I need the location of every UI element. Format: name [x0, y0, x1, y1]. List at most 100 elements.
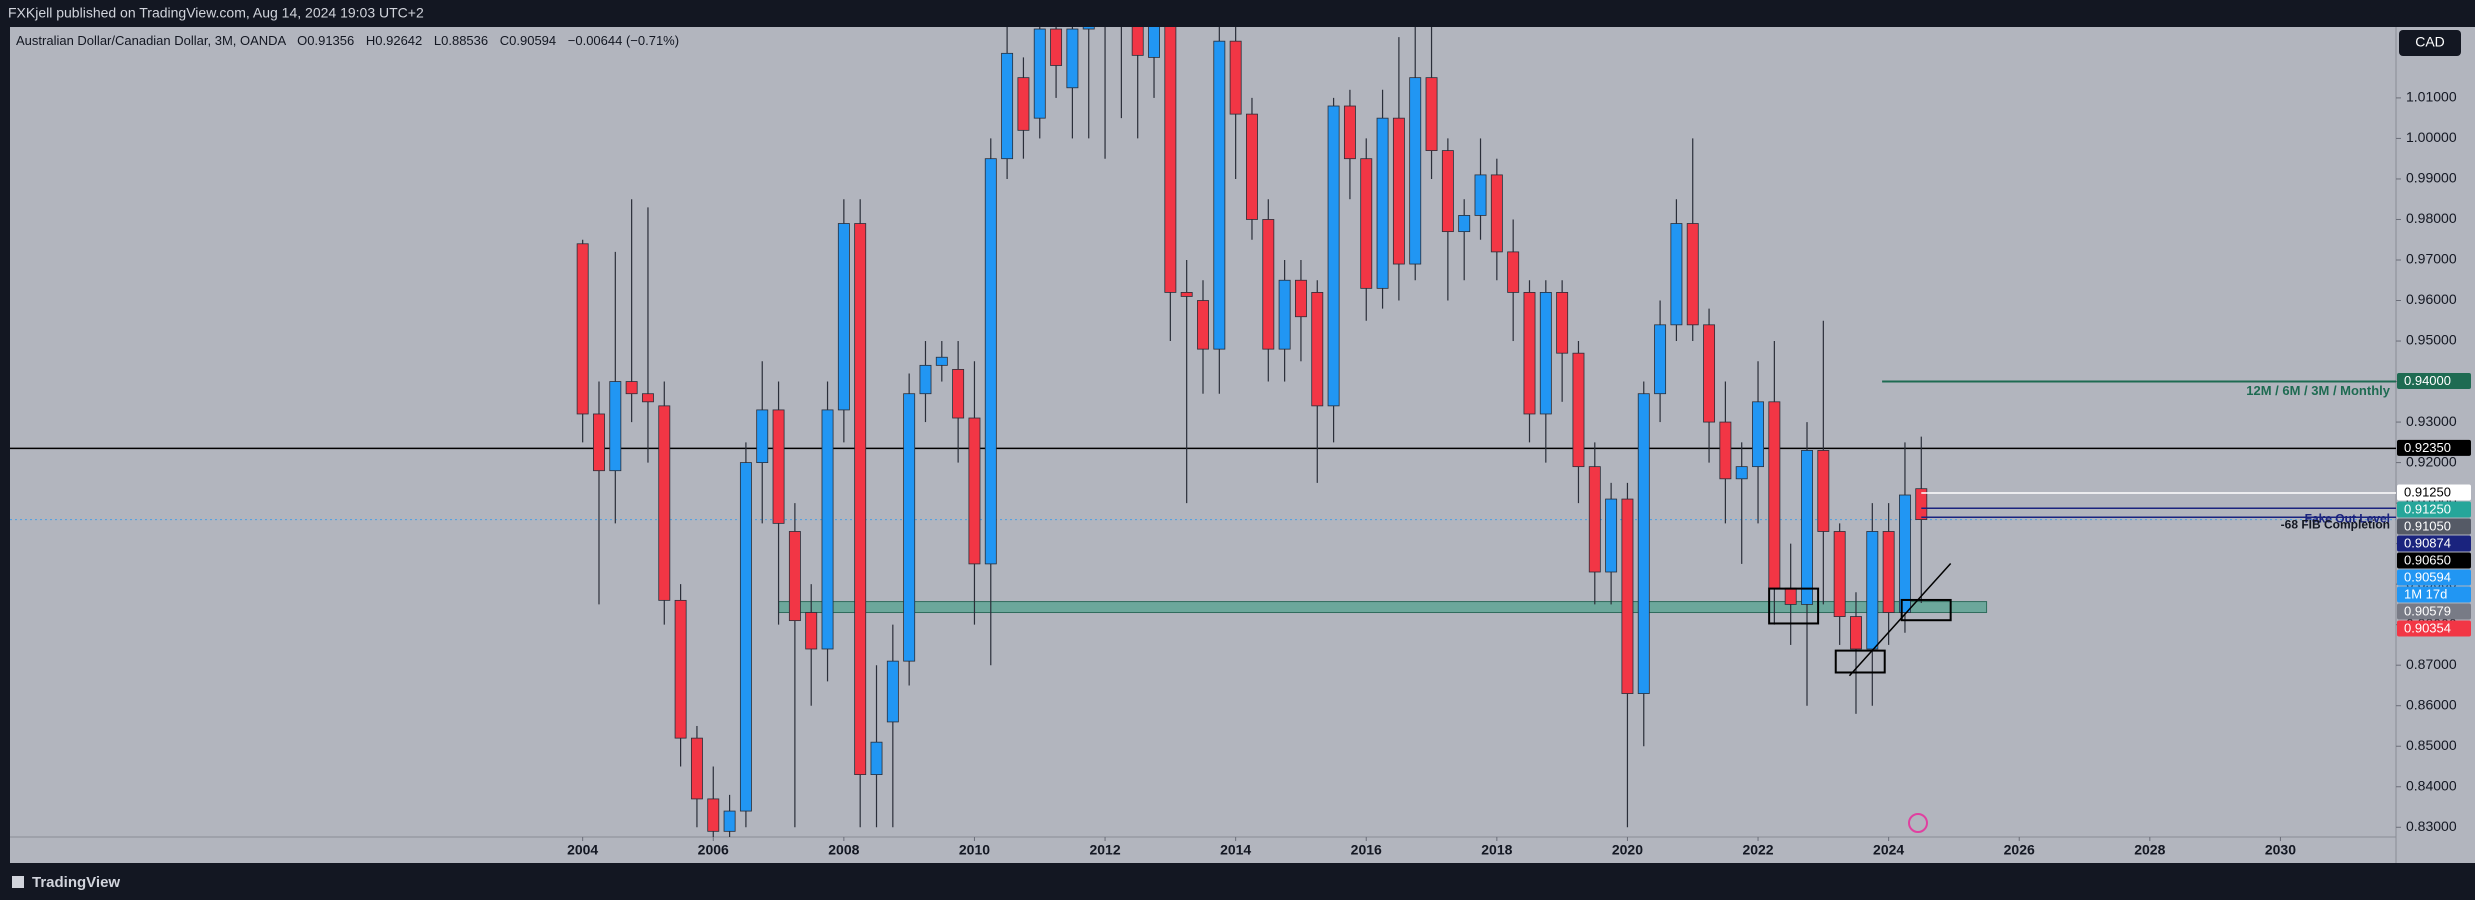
- price-label-bg: [2397, 373, 2471, 390]
- candle-body: [1670, 223, 1683, 326]
- candle-body: [1784, 587, 1797, 605]
- candle-body: [772, 409, 785, 524]
- price-label: 0.90874: [2404, 535, 2451, 550]
- box: [1834, 649, 1886, 674]
- candle-body: [1866, 531, 1879, 650]
- x-tick-label: 2030: [2265, 842, 2296, 858]
- legend-close: C0.90594: [500, 33, 556, 48]
- candle-body: [886, 660, 899, 723]
- legend-open: O0.91356: [297, 33, 354, 48]
- note: Fake Out Level: [2305, 511, 2390, 525]
- candle-body: [1262, 219, 1275, 350]
- price-label-bg: [2397, 518, 2471, 535]
- candle-body: [1899, 494, 1911, 613]
- candle-body: [1360, 158, 1373, 289]
- y-tick-label: 0.92000: [2406, 453, 2457, 469]
- y-tick-label: 1.00000: [2406, 129, 2457, 145]
- x-tick-label: 2004: [567, 842, 598, 858]
- y-tick-label: 0.84000: [2406, 777, 2457, 793]
- candle-body: [1017, 77, 1030, 131]
- candle-body: [1752, 401, 1764, 468]
- legend-change: −0.00644 (−0.71%): [568, 33, 679, 48]
- candle-body: [952, 368, 965, 419]
- candle-body: [1278, 279, 1291, 350]
- candle-body: [1915, 488, 1928, 520]
- candle-body: [1686, 223, 1699, 326]
- candle-body: [870, 741, 883, 775]
- candle-body: [723, 810, 736, 832]
- price-label-bg: [2397, 484, 2471, 501]
- x-tick-label: 2026: [2004, 842, 2035, 858]
- candle-body: [1801, 450, 1813, 605]
- candle-body: [1735, 466, 1748, 480]
- price-label-bg: [2397, 535, 2471, 552]
- candle-body: [1376, 117, 1389, 289]
- price-label: 0.90594: [2404, 569, 2451, 584]
- x-tick-label: 2008: [828, 842, 859, 858]
- candle-body: [805, 612, 818, 650]
- currency-label[interactable]: CAD: [2415, 34, 2445, 50]
- candle-body: [739, 462, 752, 812]
- y-tick-label: 0.85000: [2406, 737, 2457, 753]
- candle-body: [1458, 215, 1471, 233]
- price-label: 0.92350: [2404, 440, 2451, 455]
- y-tick-label: 0.98000: [2406, 210, 2457, 226]
- y-tick-label: 1.01000: [2406, 89, 2457, 105]
- candle-body: [707, 798, 720, 832]
- price-label: 0.91250: [2404, 484, 2451, 499]
- axes: 0.830000.840000.850000.860000.870000.880…: [567, 89, 2471, 858]
- brand-logo: [12, 876, 24, 888]
- candle-body: [1507, 251, 1520, 293]
- candle-body: [788, 531, 801, 622]
- legend-symbol: Australian Dollar/Canadian Dollar, 3M, O…: [16, 33, 287, 48]
- candle-body: [1066, 28, 1079, 89]
- candle-body: [854, 223, 867, 775]
- candle-body: [1882, 531, 1895, 613]
- y-tick-label: 0.96000: [2406, 291, 2457, 307]
- x-tick-label: 2020: [1612, 842, 1643, 858]
- candle-body: [1850, 616, 1862, 650]
- candle-body: [1539, 292, 1552, 415]
- trend-line: [1848, 562, 1952, 677]
- price-label-bg: [2397, 586, 2471, 603]
- candle-body: [1327, 105, 1340, 407]
- event-icon[interactable]: [1908, 813, 1928, 833]
- x-tick-label: 2012: [1089, 842, 1120, 858]
- candle-body: [1556, 292, 1569, 354]
- candle-body: [1033, 28, 1046, 119]
- y-tick-label: 0.99000: [2406, 170, 2457, 186]
- x-tick-label: 2010: [959, 842, 990, 858]
- legend: Australian Dollar/Canadian Dollar, 3M, O…: [16, 33, 679, 48]
- currency-button[interactable]: [2399, 30, 2461, 56]
- candle-body: [1817, 450, 1830, 532]
- note: -68 FIB Completion: [2281, 518, 2390, 532]
- candle-body: [756, 409, 769, 463]
- candle-body: [1050, 28, 1063, 66]
- candle-body: [1213, 40, 1226, 350]
- y-tick-label: 0.83000: [2406, 818, 2457, 834]
- price-label-bg: [2397, 569, 2471, 586]
- candle-body: [837, 223, 850, 411]
- price-label: 0.90579: [2404, 603, 2451, 618]
- plot-background: [10, 27, 2475, 863]
- candle-body: [642, 393, 654, 403]
- plot: 12M / 6M / 3M / Monthly Fake Out Level-68…: [10, 27, 2396, 837]
- candle-body: [821, 409, 834, 650]
- candle-body: [935, 356, 948, 366]
- candle-body: [968, 417, 981, 565]
- candle-body: [1474, 174, 1487, 216]
- candle-body: [919, 364, 932, 395]
- level-label: 12M / 6M / 3M / Monthly: [2246, 383, 2391, 398]
- x-tick-label: 2024: [1873, 842, 1904, 858]
- candle-body: [1197, 300, 1209, 350]
- candle-body: [1490, 174, 1503, 253]
- y-tick-label: 0.93000: [2406, 413, 2457, 429]
- y-tick-label: 0.97000: [2406, 251, 2457, 267]
- candle-body: [1164, 27, 1177, 293]
- candle-body: [576, 243, 589, 415]
- candle-body: [1343, 105, 1356, 160]
- candle-body: [1148, 27, 1160, 58]
- candle-body: [1392, 117, 1405, 265]
- legend-low: L0.88536: [434, 33, 488, 48]
